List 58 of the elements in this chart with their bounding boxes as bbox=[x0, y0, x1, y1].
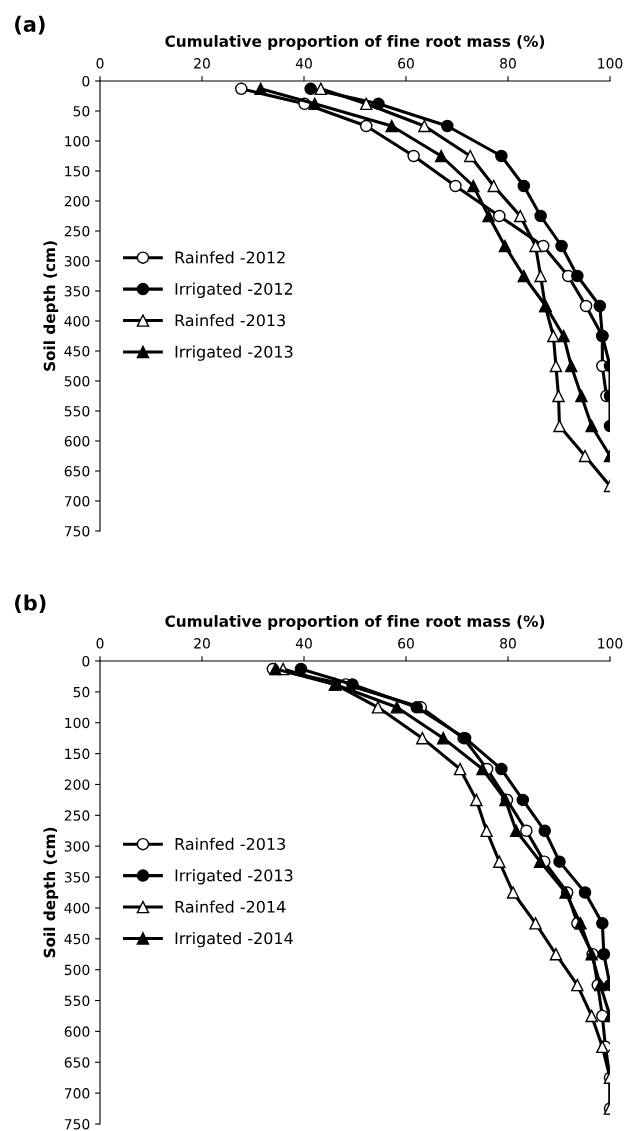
y-tick-label: 50 bbox=[73, 105, 90, 117]
legend-label: Irrigated -2013 bbox=[175, 869, 293, 885]
y-tick-label: 0 bbox=[82, 75, 90, 87]
x-axis-title: Cumulative proportion of fine root mass (%) bbox=[165, 615, 545, 630]
y-tick-label: 0 bbox=[82, 655, 90, 667]
y-tick-label: 550 bbox=[64, 995, 90, 1007]
x-tick-label: 40 bbox=[295, 638, 312, 649]
y-tick-label: 550 bbox=[64, 405, 90, 417]
legend-label: Rainfed -2014 bbox=[175, 900, 286, 913]
x-tick-label: 20 bbox=[194, 58, 210, 69]
y-tick-label: 650 bbox=[64, 465, 90, 477]
x-tick-label: 20 bbox=[194, 638, 210, 649]
legend-label: Rainfed -2012 bbox=[175, 251, 285, 264]
y-tick-label: 400 bbox=[64, 902, 90, 914]
x-axis-title: Cumulative proportion of fine root mass (%) bbox=[165, 35, 545, 50]
y-tick-label: 500 bbox=[64, 964, 90, 976]
legend-label: Rainfed -2013 bbox=[175, 313, 285, 327]
legend-label: Rainfed -2013 bbox=[175, 837, 285, 850]
x-tick-label: 80 bbox=[500, 58, 516, 69]
legend-label: Irrigated -2014 bbox=[175, 931, 293, 948]
x-tick-label: 60 bbox=[398, 58, 414, 69]
chart-title: (b) bbox=[15, 594, 46, 614]
y-tick-label: 250 bbox=[64, 225, 90, 237]
y-tick-label: 350 bbox=[64, 872, 90, 883]
y-tick-label: 300 bbox=[64, 841, 90, 852]
y-tick-label: 150 bbox=[65, 748, 90, 760]
legend-label: Irrigated -2012 bbox=[175, 282, 293, 299]
y-tick-label: 250 bbox=[64, 810, 90, 821]
y-tick-label: 700 bbox=[64, 495, 90, 507]
x-tick-label: 100 bbox=[598, 58, 623, 69]
y-tick-label: 350 bbox=[64, 285, 90, 297]
y-tick-label: 300 bbox=[64, 255, 90, 267]
y-tick-label: 750 bbox=[64, 525, 90, 537]
x-tick-label: 100 bbox=[598, 638, 623, 649]
y-tick-label: 450 bbox=[64, 933, 90, 945]
y-tick-label: 150 bbox=[65, 165, 90, 177]
y-tick-label: 750 bbox=[64, 1118, 90, 1130]
y-tick-label: 200 bbox=[64, 779, 90, 790]
y-tick-label: 450 bbox=[64, 345, 90, 357]
chart-title: (a) bbox=[15, 15, 45, 35]
y-tick-label: 700 bbox=[64, 1088, 90, 1099]
x-tick-label: 40 bbox=[295, 58, 312, 69]
y-tick-label: 100 bbox=[65, 717, 90, 729]
y-axis-title: Soil depth (cm) bbox=[43, 241, 59, 371]
x-tick-label: 0 bbox=[96, 638, 104, 649]
y-tick-label: 650 bbox=[64, 1057, 90, 1068]
y-tick-label: 600 bbox=[64, 1026, 90, 1037]
y-tick-label: 100 bbox=[65, 135, 90, 147]
x-tick-label: 0 bbox=[96, 58, 104, 69]
y-tick-label: 500 bbox=[64, 375, 90, 387]
y-tick-label: 600 bbox=[64, 435, 90, 447]
x-tick-label: 60 bbox=[398, 638, 414, 649]
y-tick-label: 400 bbox=[64, 315, 90, 327]
x-tick-label: 80 bbox=[500, 638, 516, 649]
y-tick-label: 50 bbox=[73, 686, 90, 698]
y-tick-label: 200 bbox=[64, 195, 90, 207]
legend-label: Irrigated -2013 bbox=[175, 345, 293, 361]
y-axis-title: Soil depth (cm) bbox=[43, 827, 59, 958]
